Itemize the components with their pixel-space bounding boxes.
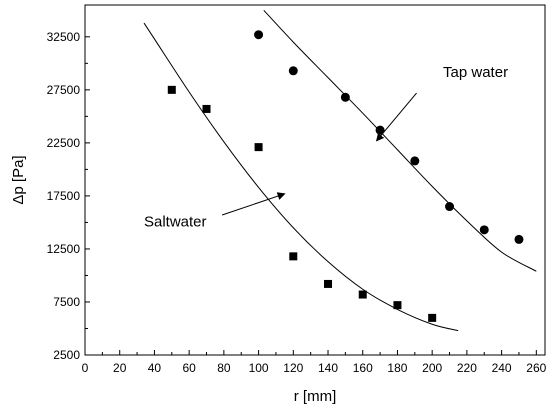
x-tick-label: 80 (217, 361, 231, 375)
x-tick-label: 0 (82, 361, 89, 375)
data-points (167, 30, 524, 322)
y-tick-label: 2500 (53, 348, 80, 362)
fit-curves (143, 9, 537, 332)
annotations: Tap water Saltwater (144, 64, 508, 231)
x-axis: 0 20 40 60 80 100 120 140 160 180 200 220 240 260 (82, 350, 547, 375)
x-tick-label: 120 (283, 361, 303, 375)
y-tick-label: 22500 (47, 136, 81, 150)
tap-water-point (445, 202, 455, 212)
tap-water-point (375, 125, 385, 135)
tap-water-label: Tap water (443, 64, 508, 81)
x-axis-title: r [mm] (294, 388, 337, 405)
saltwater-point (358, 290, 367, 299)
saltwater-point (254, 143, 263, 152)
x-tick-label: 40 (148, 361, 162, 375)
x-tick-label: 240 (492, 361, 512, 375)
saltwater-point (428, 313, 437, 322)
y-tick-label: 32500 (47, 30, 81, 44)
y-tick-label: 17500 (47, 189, 81, 203)
saltwater-point (167, 85, 176, 94)
x-tick-label: 60 (182, 361, 196, 375)
saltwater-arrow (221, 192, 286, 216)
tap-water-point (514, 234, 524, 244)
tap-water-fit-curve (263, 9, 537, 272)
x-tick-label: 100 (249, 361, 269, 375)
tap-water-point (254, 30, 264, 40)
saltwater-fit-curve (143, 22, 459, 332)
y-axis: 2500 7500 12500 17500 22500 27500 32500 (47, 30, 90, 362)
y-tick-label: 27500 (47, 83, 81, 97)
tap-water-point (340, 92, 350, 102)
saltwater-point (289, 252, 298, 261)
y-tick-label: 7500 (53, 295, 80, 309)
x-tick-label: 180 (387, 361, 407, 375)
y-axis-title: Δp [Pa] (10, 155, 27, 204)
tap-water-point (410, 156, 420, 166)
x-tick-label: 220 (457, 361, 477, 375)
tap-water-point (288, 66, 298, 76)
saltwater-point (393, 301, 402, 310)
y-tick-label: 12500 (47, 242, 81, 256)
x-tick-label: 160 (353, 361, 373, 375)
x-tick-label: 200 (422, 361, 442, 375)
x-tick-label: 260 (526, 361, 546, 375)
x-tick-label: 140 (318, 361, 338, 375)
saltwater-point (202, 104, 211, 113)
saltwater-label: Saltwater (144, 214, 207, 231)
plot-area (84, 4, 546, 356)
saltwater-point (324, 279, 333, 288)
x-tick-label: 20 (113, 361, 127, 375)
tap-water-point (479, 225, 489, 235)
tap-water-arrow (375, 92, 417, 142)
